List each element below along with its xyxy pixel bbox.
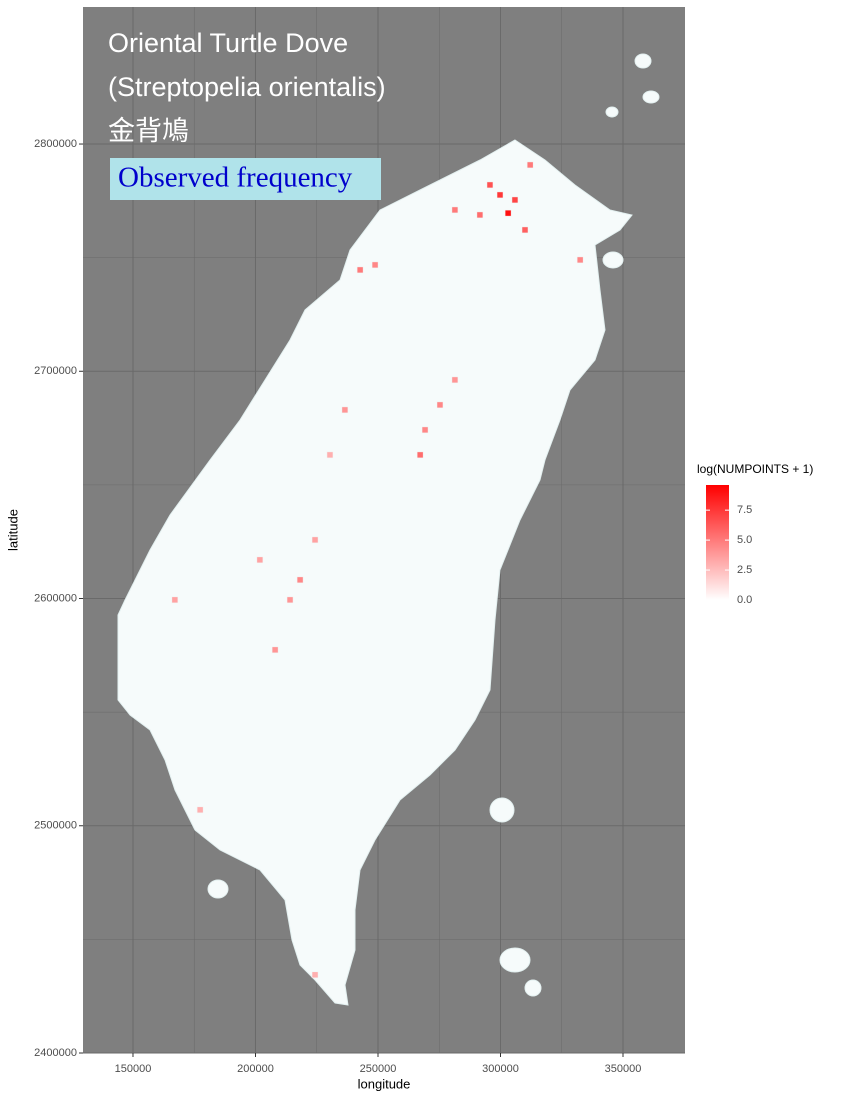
islet [605,106,619,118]
cell [511,196,519,204]
x-tick-label: 300000 [482,1063,519,1075]
cell [341,406,349,414]
cell [496,191,504,199]
cell [311,536,319,544]
islet [207,879,229,899]
cell [526,161,534,169]
island [117,53,660,1006]
legend-title: log(NUMPOINTS + 1) [697,462,813,476]
y-axis-title: latitude [5,509,20,551]
cell [436,401,444,409]
legend-tick-label: 7.5 [737,504,752,516]
legend-tick-label: 0.0 [737,594,752,606]
subtitle: Observed frequency [118,162,353,194]
cell [576,256,584,264]
cell [486,181,494,189]
cell [286,596,294,604]
cell [271,646,279,654]
cell [476,211,484,219]
cell [311,971,319,979]
title-line: Oriental Turtle Dove [108,28,348,58]
cells [171,161,584,979]
cell [296,576,304,584]
x-tick-label: 200000 [237,1063,274,1075]
legend-tick-label: 2.5 [737,564,752,576]
taiwan-outline [117,139,633,1006]
legend-tick-label: 5.0 [737,534,752,546]
cell [416,451,424,459]
y-tick-label: 2600000 [34,592,77,604]
x-tick-label: 250000 [360,1063,397,1075]
cell [256,556,264,564]
title-line: 金背鳩 [108,116,189,146]
title-line: (Streptopelia orientalis) [108,72,386,102]
cell [326,451,334,459]
y-tick-label: 2800000 [34,138,77,150]
cell [451,376,459,384]
cell [196,806,204,814]
islet [642,90,660,104]
islet [489,797,515,823]
x-tick-label: 350000 [605,1063,642,1075]
cell [356,266,364,274]
cell [371,261,379,269]
y-tick-label: 2400000 [34,1047,77,1059]
x-tick-label: 150000 [115,1063,152,1075]
legend-colorbar [706,485,729,600]
islet [602,251,624,269]
islet [499,947,531,973]
y-tick-label: 2500000 [34,820,77,832]
cell [171,596,179,604]
islet [524,979,542,997]
legend: 0.0 2.5 5.0 7.5 [706,504,752,606]
islet [634,53,652,69]
y-tick-label: 2700000 [34,365,77,377]
cell [421,426,429,434]
cell [504,209,512,217]
cell [451,206,459,214]
x-axis-title: longitude [358,1076,411,1091]
subtitle-box [110,158,381,200]
cell [521,226,529,234]
